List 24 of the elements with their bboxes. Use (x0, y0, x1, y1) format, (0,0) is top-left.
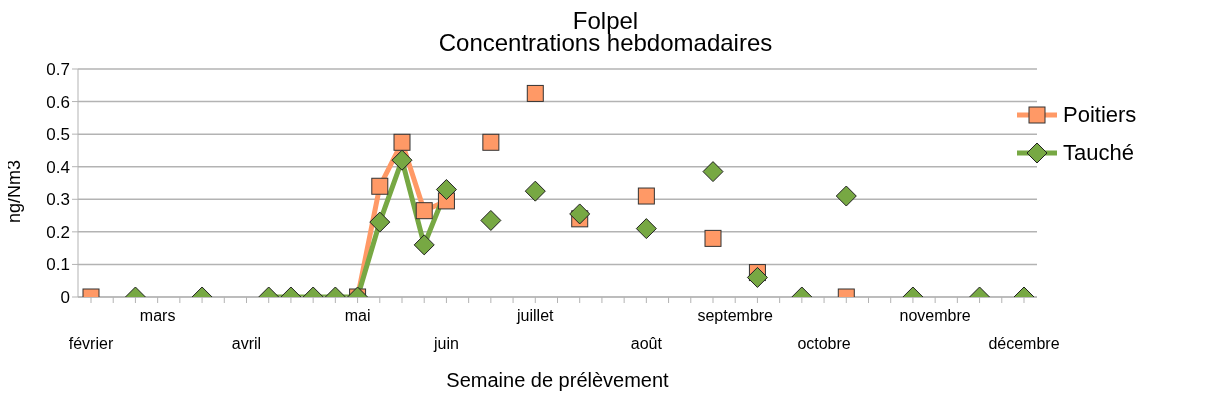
x-tick-label: décembre (988, 335, 1060, 352)
x-tick-label: septembre (697, 307, 774, 324)
chart-title: Folpel (571, 7, 640, 34)
x-tick-label: mars (139, 307, 176, 324)
x-tick-label: août (630, 335, 663, 352)
y-tick-label: 0.6 (46, 92, 70, 112)
x-tick-label: novembre (899, 307, 971, 324)
x-tick-label: février (68, 335, 114, 352)
y-tick-label: 0.3 (46, 190, 70, 210)
legend-label: Tauché (1063, 140, 1134, 166)
x-tick-label: avril (231, 335, 262, 352)
x-axis-title: Semaine de prélèvement (446, 369, 670, 391)
y-tick-label: 0.5 (46, 125, 70, 145)
y-tick-label: 0.1 (46, 255, 70, 275)
y-tick-label: 0.4 (46, 157, 70, 177)
y-axis-title: ng/Nm3 (4, 159, 25, 223)
x-tick-label: octobre (797, 335, 851, 352)
legend-label: Poitiers (1063, 102, 1137, 128)
y-tick-label: 0 (60, 288, 70, 308)
y-tick-label: 0.2 (46, 222, 70, 242)
x-tick-label: mai (344, 307, 371, 324)
y-tick-label: 0.7 (46, 60, 70, 80)
x-tick-label: juillet (516, 307, 555, 324)
x-tick-label: juin (432, 335, 459, 352)
